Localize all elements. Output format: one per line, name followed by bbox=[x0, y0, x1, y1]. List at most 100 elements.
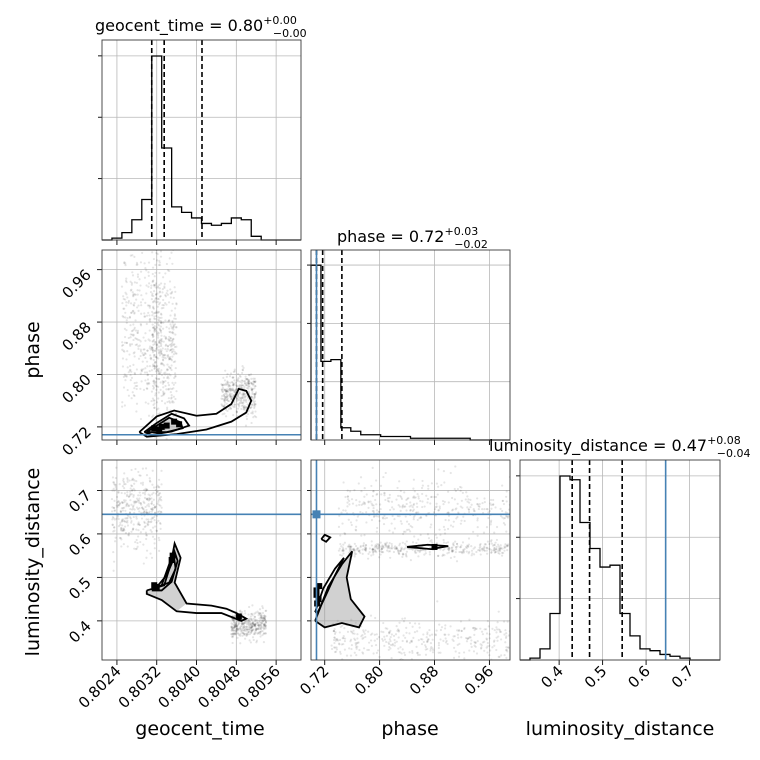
sample-point bbox=[151, 323, 154, 326]
sample-point bbox=[222, 393, 225, 397]
sample-point bbox=[142, 354, 145, 357]
sample-point bbox=[353, 555, 356, 558]
sample-point bbox=[242, 401, 245, 405]
sample-point bbox=[247, 387, 250, 390]
sample-point bbox=[138, 497, 141, 500]
sample-point bbox=[166, 353, 170, 357]
sample-point bbox=[151, 516, 154, 519]
sample-point bbox=[136, 384, 139, 388]
sample-point bbox=[151, 469, 154, 472]
sample-point bbox=[363, 486, 366, 490]
sample-point bbox=[253, 392, 257, 396]
sample-point bbox=[252, 404, 255, 407]
sample-point bbox=[129, 280, 132, 283]
sample-point bbox=[239, 401, 242, 404]
truth-marker-luminosity_distance_vs_phase bbox=[312, 510, 321, 519]
plot-area-luminosity_distance_vs_phase bbox=[311, 460, 510, 660]
sample-point bbox=[479, 545, 482, 548]
sample-point bbox=[225, 399, 229, 402]
sample-point bbox=[447, 547, 451, 550]
sample-point bbox=[231, 388, 234, 391]
sample-point bbox=[437, 641, 440, 645]
sample-point bbox=[497, 635, 500, 638]
sample-point bbox=[130, 283, 133, 286]
sample-point bbox=[349, 640, 352, 643]
sample-point bbox=[250, 625, 254, 628]
sample-point bbox=[252, 638, 255, 642]
sample-point bbox=[408, 632, 411, 635]
sample-point bbox=[401, 541, 404, 544]
sample-point bbox=[245, 406, 248, 409]
sample-point bbox=[146, 374, 149, 377]
sample-point bbox=[262, 616, 265, 620]
sample-point bbox=[129, 494, 132, 497]
sample-point bbox=[250, 381, 253, 384]
sample-point bbox=[369, 500, 372, 503]
sample-point bbox=[132, 504, 135, 507]
sample-point bbox=[168, 343, 171, 346]
sample-point bbox=[261, 629, 264, 633]
sample-point bbox=[417, 638, 420, 642]
sample-point bbox=[259, 631, 262, 634]
sample-point bbox=[245, 378, 248, 381]
sample-point bbox=[415, 511, 418, 514]
sample-point bbox=[501, 499, 505, 502]
sample-point bbox=[460, 499, 463, 502]
sample-point bbox=[141, 506, 144, 509]
sample-point bbox=[498, 549, 502, 553]
sample-point bbox=[487, 511, 490, 514]
sample-point bbox=[234, 633, 237, 636]
sample-point bbox=[164, 428, 167, 431]
sample-point bbox=[488, 654, 491, 657]
sample-point bbox=[460, 629, 463, 633]
grid-lines-x bbox=[324, 250, 490, 440]
sample-point bbox=[170, 345, 173, 348]
sample-point bbox=[143, 501, 146, 505]
sample-point bbox=[149, 480, 152, 483]
sample-point bbox=[118, 482, 121, 486]
sample-point bbox=[164, 380, 167, 383]
sample-point bbox=[120, 520, 124, 523]
sample-point bbox=[384, 471, 387, 475]
sample-point bbox=[246, 633, 250, 636]
sample-point bbox=[169, 391, 172, 394]
sample-point bbox=[263, 617, 266, 620]
sample-point bbox=[159, 319, 162, 323]
sample-point bbox=[238, 610, 242, 613]
sample-point bbox=[252, 384, 255, 387]
sample-point bbox=[119, 502, 122, 505]
sample-point bbox=[234, 383, 238, 387]
sample-point bbox=[236, 628, 239, 631]
sample-point bbox=[383, 492, 386, 495]
sample-point bbox=[147, 523, 150, 526]
sample-point bbox=[135, 517, 138, 520]
sample-point bbox=[139, 502, 142, 505]
sample-point bbox=[236, 399, 239, 402]
sample-point bbox=[121, 302, 124, 305]
sample-point bbox=[132, 338, 135, 342]
sample-point bbox=[136, 275, 140, 279]
sample-point bbox=[462, 549, 465, 552]
sample-point bbox=[163, 402, 167, 405]
sample-point bbox=[418, 549, 421, 552]
sample-point bbox=[419, 499, 422, 503]
sample-point bbox=[151, 415, 154, 418]
sample-point bbox=[233, 615, 236, 618]
sample-point bbox=[471, 552, 474, 555]
sample-point bbox=[411, 509, 414, 513]
sample-point bbox=[235, 410, 238, 413]
sample-point bbox=[452, 520, 455, 523]
sample-point bbox=[166, 372, 169, 376]
sample-point bbox=[158, 271, 161, 275]
sample-point bbox=[141, 251, 144, 255]
title-distance-sup: +0.08 bbox=[707, 434, 741, 447]
sample-point bbox=[483, 549, 486, 552]
sample-point bbox=[352, 548, 355, 552]
sample-point bbox=[230, 397, 233, 400]
sample-point bbox=[151, 310, 154, 313]
sample-point bbox=[242, 406, 245, 409]
sample-point bbox=[236, 625, 239, 628]
sample-point bbox=[500, 654, 503, 657]
sample-point bbox=[262, 619, 265, 622]
sample-point bbox=[428, 546, 432, 549]
